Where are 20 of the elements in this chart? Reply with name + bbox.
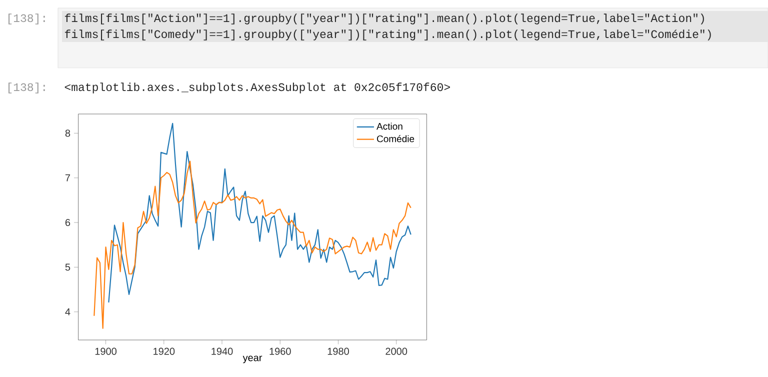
legend-label: Comédie — [377, 135, 414, 142]
line-series — [94, 160, 412, 329]
x-tick-label: 1980 — [328, 348, 349, 355]
text: films[films["Action"]==1].groupby(["year"])["rating"].mean().plot(legend=True,label="Action") — [64, 14, 704, 24]
text: [138]: — [8, 82, 45, 94]
y-tick-label: 8 — [65, 130, 70, 137]
x-tick-label: 1900 — [95, 348, 116, 355]
x-tick-label: 1920 — [154, 348, 175, 355]
text: <matplotlib.axes._subplots.AxesSubplot at 0x2c05f170f60> — [64, 82, 450, 94]
x-axis-title: year — [242, 356, 262, 364]
y-tick-label: 6 — [65, 218, 70, 226]
text: films[films["Comedy"]==1].groupby(["year"])["rating"].mean().plot(legend=True,label="Comédie") — [64, 30, 711, 40]
legend-label: Action — [376, 122, 402, 130]
x-tick-label: 1940 — [212, 348, 233, 355]
x-tick-label: 2000 — [386, 348, 408, 355]
text: [138]: — [8, 14, 45, 24]
y-tick-label: 7 — [65, 174, 70, 182]
x-tick-label: 1960 — [270, 348, 291, 355]
y-tick-label: 5 — [65, 264, 70, 271]
y-tick-label: 4 — [65, 308, 70, 316]
